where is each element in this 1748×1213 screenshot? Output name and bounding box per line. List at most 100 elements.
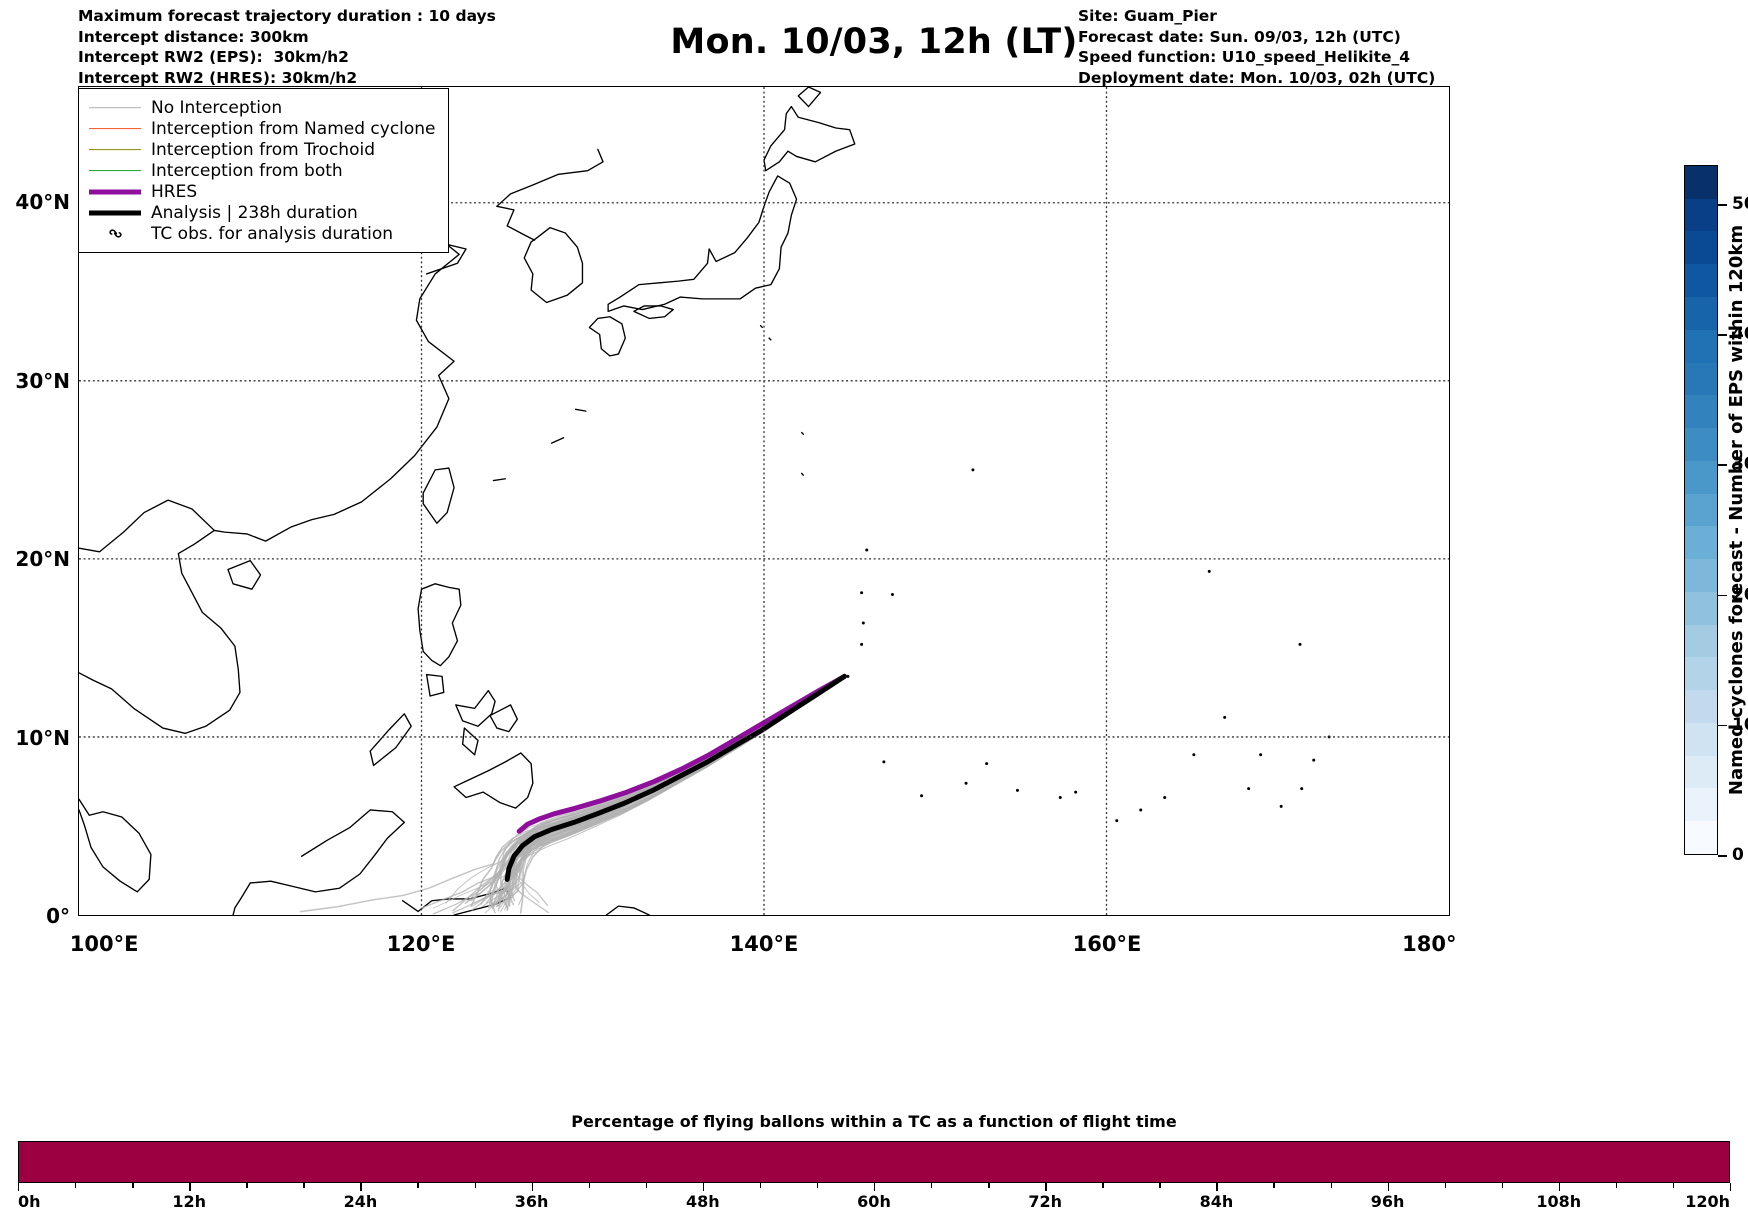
legend-item-2[interactable]: Interception from Trochoid bbox=[89, 139, 436, 160]
pct-axis-tick-104 bbox=[1501, 1183, 1504, 1188]
legend-item-0[interactable]: No Interception bbox=[89, 97, 436, 118]
lat-tick-30: 30°N bbox=[15, 368, 70, 393]
colorbar-segment-6 bbox=[1685, 624, 1717, 658]
lon-tick-140: 140°E bbox=[729, 932, 799, 956]
header-left-line-1: Intercept distance: 300km bbox=[78, 27, 309, 46]
colorbar-segment-3 bbox=[1685, 722, 1717, 756]
colorbar-tick-10 bbox=[1718, 724, 1727, 727]
lon-tick-160: 160°E bbox=[1072, 932, 1142, 956]
pct-axis-tick-92 bbox=[1330, 1183, 1332, 1188]
pct-axis-label-24: 24h bbox=[343, 1192, 378, 1211]
lon-tick-100: 100°E bbox=[69, 932, 139, 956]
header-left-line-0: Maximum forecast trajectory duration : 1… bbox=[78, 7, 496, 25]
pct-axis-tick-16 bbox=[246, 1183, 248, 1188]
pct-axis-tick-48 bbox=[702, 1183, 705, 1191]
pct-axis-label-108: 108h bbox=[1536, 1192, 1582, 1211]
pct-axis-label-72: 72h bbox=[1028, 1192, 1063, 1211]
header-right-line-1: Forecast date: Sun. 09/03, 12h (UTC) bbox=[1078, 27, 1401, 46]
page-title: Mon. 10/03, 12h (LT) bbox=[670, 22, 1078, 62]
colorbar-title: Named cyclones forecast - Number of EPS … bbox=[1726, 224, 1747, 796]
colorbar[interactable]: 0 10 20 30 40 50 bbox=[1684, 165, 1748, 865]
pct-axis-tick-76 bbox=[1102, 1183, 1104, 1188]
colorbar-tick-20 bbox=[1718, 594, 1727, 597]
legend-item-5[interactable]: Analysis | 238h duration bbox=[89, 202, 436, 223]
colorbar-segment-12 bbox=[1685, 428, 1717, 461]
colorbar-tick-label-10: 10 bbox=[1732, 714, 1748, 735]
colorbar-segment-17 bbox=[1685, 264, 1717, 297]
colorbar-segment-19 bbox=[1685, 198, 1717, 232]
pct-axis-tick-12 bbox=[189, 1183, 191, 1191]
colorbar-tick-label-40: 40 bbox=[1732, 324, 1748, 345]
pct-axis-tick-116 bbox=[1672, 1183, 1675, 1188]
pct-axis-label-96: 96h bbox=[1370, 1192, 1405, 1211]
lat-tick-0: 0° bbox=[46, 904, 70, 928]
lat-tick-10: 10°N bbox=[15, 725, 70, 750]
colorbar-tick-label-30: 30 bbox=[1732, 454, 1748, 475]
pct-axis-tick-4 bbox=[75, 1183, 77, 1188]
pct-axis-tick-28 bbox=[417, 1183, 419, 1188]
colorbar-segment-20 bbox=[1685, 166, 1717, 199]
colorbar-segment-9 bbox=[1685, 526, 1717, 560]
latitude-axis: 0° 10°N 20°N 30°N 40°N bbox=[0, 86, 78, 928]
legend-label-1: Interception from Named cyclone bbox=[151, 118, 436, 139]
pct-axis-tick-20 bbox=[303, 1183, 305, 1188]
colorbar-segment-0 bbox=[1685, 821, 1717, 854]
colorbar-tick-40 bbox=[1718, 334, 1727, 336]
legend-swatch-2 bbox=[89, 143, 141, 157]
pct-axis-tick-60 bbox=[874, 1183, 876, 1191]
legend-label-5: Analysis | 238h duration bbox=[151, 202, 358, 223]
legend-swatch-4 bbox=[89, 185, 141, 199]
pct-axis-tick-96 bbox=[1387, 1183, 1389, 1191]
header-right-info: Site: Guam_Pier Forecast date: Sun. 09/03… bbox=[1078, 6, 1435, 88]
pct-axis-tick-56 bbox=[816, 1183, 819, 1188]
pct-axis-tick-64 bbox=[931, 1183, 933, 1188]
pct-axis-tick-68 bbox=[988, 1183, 990, 1188]
legend-label-3: Interception from both bbox=[151, 160, 343, 181]
percentage-bar-fill bbox=[19, 1142, 1729, 1182]
pct-axis-tick-108 bbox=[1558, 1183, 1561, 1191]
pct-axis-label-36: 36h bbox=[514, 1192, 549, 1211]
coastline-layer bbox=[79, 87, 1331, 915]
percentage-bar[interactable] bbox=[18, 1141, 1730, 1183]
pct-axis-label-12: 12h bbox=[172, 1192, 207, 1211]
pct-axis-tick-84 bbox=[1216, 1183, 1218, 1191]
pct-axis-label-0: 0h bbox=[18, 1192, 41, 1211]
colorbar-segment-4 bbox=[1685, 690, 1717, 723]
pct-axis-tick-44 bbox=[645, 1183, 648, 1188]
legend-item-1[interactable]: Interception from Named cyclone bbox=[89, 118, 436, 139]
colorbar-segment-1 bbox=[1685, 788, 1717, 822]
legend-label-6: TC obs. for analysis duration bbox=[151, 223, 394, 244]
legend-item-3[interactable]: Interception from both bbox=[89, 160, 436, 181]
legend-item-6[interactable]: TC obs. for analysis duration bbox=[89, 223, 436, 244]
colorbar-tick-label-0: 0 bbox=[1732, 845, 1744, 865]
pct-axis-tick-88 bbox=[1273, 1183, 1275, 1188]
colorbar-gradient bbox=[1684, 165, 1718, 855]
pct-axis-tick-40 bbox=[588, 1183, 591, 1188]
pct-axis-tick-112 bbox=[1615, 1183, 1618, 1188]
legend-label-0: No Interception bbox=[151, 97, 283, 118]
header-right-line-2: Speed function: U10_speed_Helikite_4 bbox=[1078, 48, 1411, 67]
legend-label-2: Interception from Trochoid bbox=[151, 139, 375, 160]
colorbar-tick-50 bbox=[1718, 204, 1727, 206]
header-right-line-3: Deployment date: Mon. 10/03, 02h (UTC) bbox=[1078, 68, 1436, 87]
map-legend[interactable]: No Interception Interception from Named c… bbox=[78, 88, 449, 253]
header-left-info: Maximum forecast trajectory duration : 1… bbox=[78, 6, 496, 88]
colorbar-segment-13 bbox=[1685, 395, 1717, 429]
percentage-bar-axis: 0h 12h 24h 36h 48h 60h 72h 84h 96h 108h 120h bbox=[18, 1183, 1732, 1213]
pct-axis-tick-100 bbox=[1444, 1183, 1447, 1188]
colorbar-segment-7 bbox=[1685, 591, 1717, 625]
percentage-bar-title: Percentage of flying ballons within a TC… bbox=[571, 1112, 1177, 1131]
header-right-line-0: Site: Guam_Pier bbox=[1078, 7, 1217, 25]
colorbar-segment-11 bbox=[1685, 460, 1717, 494]
colorbar-segment-2 bbox=[1685, 755, 1717, 789]
legend-swatch-3 bbox=[89, 164, 141, 178]
pct-axis-tick-52 bbox=[759, 1183, 762, 1188]
legend-item-4[interactable]: HRES bbox=[89, 181, 436, 202]
pct-axis-label-84: 84h bbox=[1199, 1192, 1234, 1211]
legend-swatch-0 bbox=[89, 101, 141, 115]
pct-axis-tick-0 bbox=[18, 1183, 20, 1191]
trajectory-layer bbox=[299, 673, 847, 915]
colorbar-segment-5 bbox=[1685, 657, 1717, 691]
colorbar-tick-0 bbox=[1718, 855, 1727, 857]
lat-tick-40: 40°N bbox=[15, 190, 70, 215]
